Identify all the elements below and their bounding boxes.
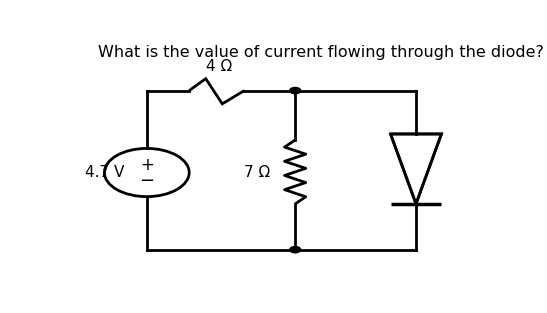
Text: +: + <box>140 156 154 174</box>
Text: −: − <box>139 172 154 190</box>
Circle shape <box>290 247 301 253</box>
Circle shape <box>290 87 301 94</box>
Text: 4.7 V: 4.7 V <box>85 165 125 180</box>
Text: What is the value of current flowing through the diode?: What is the value of current flowing thr… <box>98 45 544 60</box>
Text: 7 Ω: 7 Ω <box>245 165 271 180</box>
Text: 4 Ω: 4 Ω <box>206 59 232 74</box>
